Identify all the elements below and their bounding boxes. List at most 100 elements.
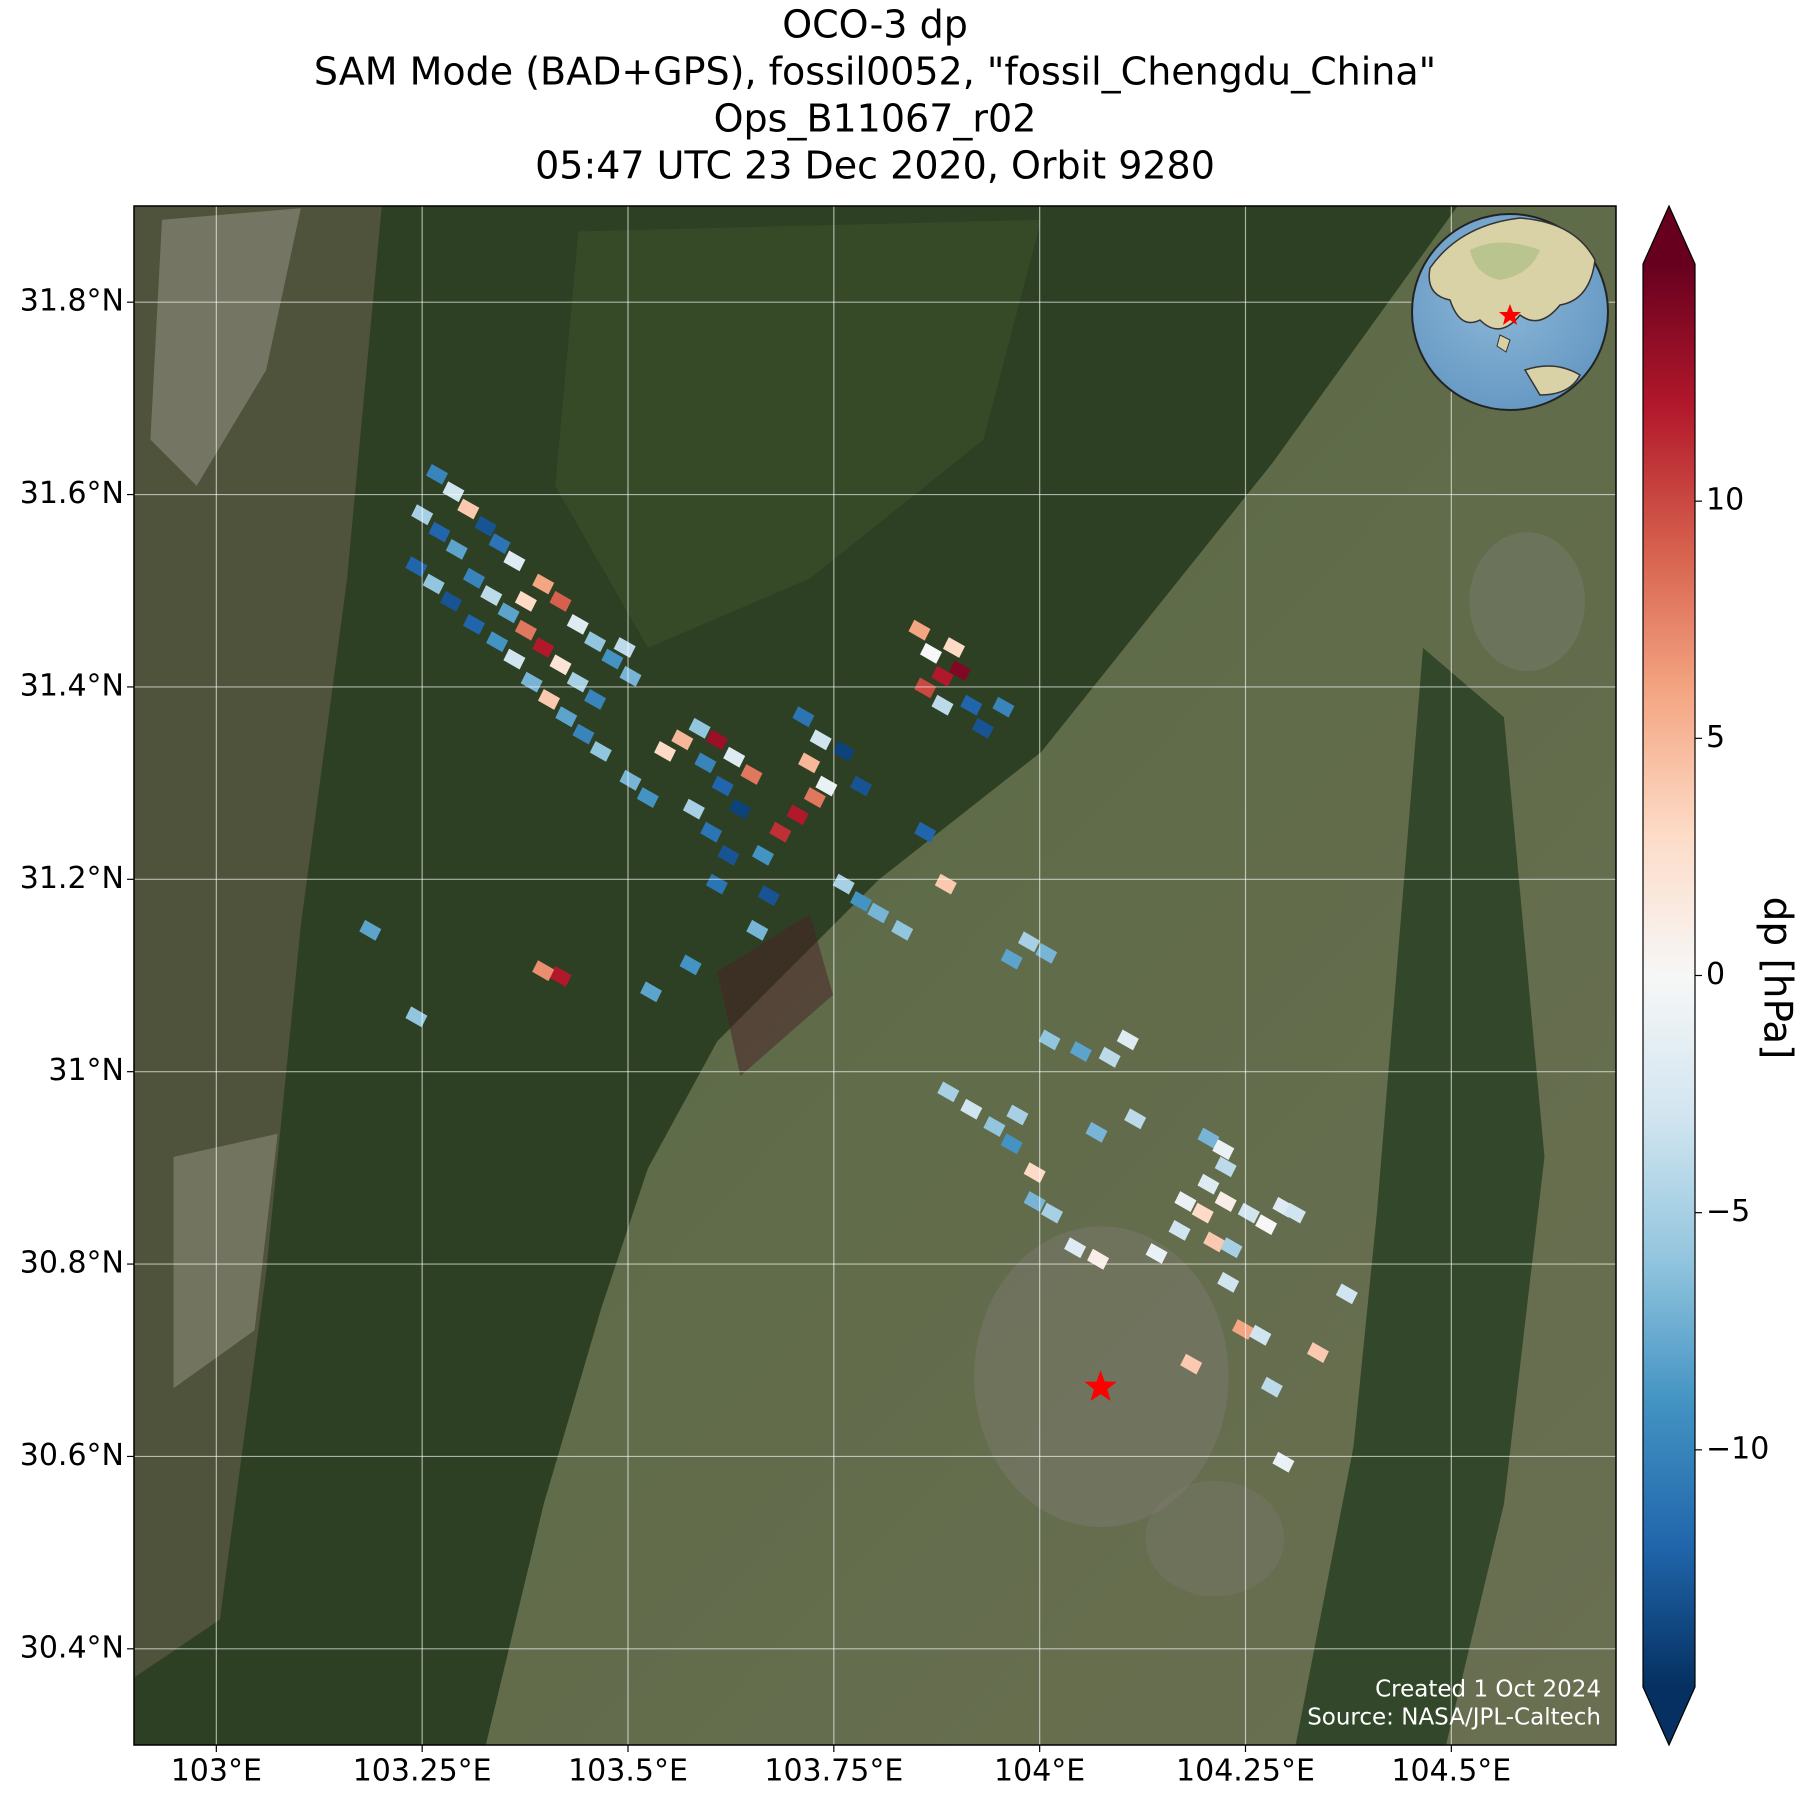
sounding	[809, 729, 832, 751]
sounding	[705, 729, 728, 751]
sounding	[850, 891, 872, 912]
sounding	[943, 637, 965, 658]
colorbar-tick-label: 10	[1706, 483, 1744, 518]
sounding	[589, 741, 612, 762]
sounding	[1197, 1127, 1220, 1149]
sounding	[729, 798, 751, 820]
sounding	[1085, 1121, 1108, 1143]
sounding	[786, 804, 809, 826]
sounding	[1203, 1231, 1226, 1253]
sounding	[1180, 1353, 1203, 1375]
y-tick-label: 31°N	[48, 1053, 124, 1088]
y-tick-label: 31.8°N	[20, 284, 124, 319]
sounding	[960, 694, 983, 716]
x-tick-label: 104.5°E	[1391, 1754, 1511, 1789]
sounding	[757, 885, 780, 907]
sounding	[463, 614, 485, 635]
sounding	[1038, 1029, 1061, 1051]
sounding	[549, 654, 572, 676]
sounding	[682, 798, 705, 820]
sounding	[983, 1116, 1006, 1137]
sounding	[428, 521, 451, 543]
sounding	[1098, 1046, 1121, 1068]
sounding	[636, 787, 659, 808]
sounding	[752, 844, 774, 866]
sounding	[850, 775, 872, 797]
plot-frame	[133, 205, 1617, 1746]
colorbar-tick-label: −5	[1706, 1194, 1750, 1229]
sounding	[613, 637, 636, 658]
sounding	[532, 960, 555, 982]
sounding	[832, 741, 855, 762]
sounding	[497, 602, 520, 624]
sounding	[1006, 1104, 1029, 1126]
sounding	[908, 619, 931, 641]
chart-subtitle: Ops_B11067_r02	[714, 97, 1037, 141]
sounding	[1214, 1156, 1237, 1178]
sounding	[584, 689, 607, 710]
y-tick-label: 31.6°N	[20, 476, 124, 511]
sounding	[1145, 1243, 1168, 1264]
sounding	[1214, 1191, 1237, 1212]
sounding	[426, 464, 448, 485]
sounding	[538, 689, 560, 710]
sounding	[532, 637, 555, 658]
sounding	[1220, 1237, 1243, 1259]
x-tick-label: 103.75°E	[764, 1754, 903, 1789]
colorbar-extend-max	[1643, 206, 1695, 264]
sounding	[486, 631, 509, 653]
colorbar-tick-label: 5	[1706, 720, 1725, 755]
overlay-layer	[1084, 213, 1609, 1401]
sounding	[1000, 948, 1023, 970]
sounding	[442, 481, 465, 503]
x-tick-label: 103.25°E	[353, 1754, 492, 1789]
sounding	[422, 573, 445, 595]
sounding	[711, 775, 734, 797]
sounding	[803, 787, 826, 808]
sounding	[746, 919, 769, 941]
basemap	[134, 206, 1616, 1745]
sounding	[1212, 1139, 1235, 1160]
chart-title: OCO-3 dp	[782, 3, 968, 47]
sounding	[1191, 1202, 1214, 1224]
sounding	[572, 723, 595, 745]
sounding	[671, 729, 694, 751]
sounding	[640, 981, 662, 1003]
sounding	[1249, 1324, 1272, 1346]
sounding	[1018, 931, 1040, 953]
sounding	[723, 746, 746, 768]
sounding	[740, 764, 763, 785]
annotation: Source: NASA/JPL-Caltech	[1307, 1705, 1601, 1731]
sounding	[1174, 1191, 1197, 1212]
sounding	[1283, 1202, 1306, 1224]
sounding	[694, 752, 717, 774]
sounding	[1064, 1237, 1087, 1259]
sounding	[359, 919, 382, 941]
x-tick-label: 104°E	[994, 1754, 1085, 1789]
x-tick-label: 103.5°E	[568, 1754, 688, 1789]
y-tick-label: 30.8°N	[20, 1246, 124, 1281]
sounding	[654, 741, 676, 762]
sounding	[914, 677, 937, 699]
sounding	[931, 665, 954, 687]
sounding	[549, 590, 572, 612]
chart-subtitle: SAM Mode (BAD+GPS), fossil0052, "fossil_…	[314, 50, 1436, 94]
colorbar-tick-label: −10	[1706, 1431, 1769, 1466]
colorbar	[1642, 204, 1696, 1747]
x-tick-label: 103°E	[171, 1754, 262, 1789]
sounding	[815, 775, 838, 797]
sounding	[440, 590, 462, 612]
sounding	[688, 717, 711, 739]
sounding	[566, 614, 589, 635]
sounding	[503, 550, 526, 572]
sounding	[1232, 1319, 1254, 1340]
sounding	[503, 648, 526, 670]
colorbar-tick-label: 0	[1706, 957, 1725, 992]
sounding	[679, 954, 702, 976]
colorbar-body	[1643, 264, 1695, 1687]
sounding	[445, 539, 468, 560]
sounding	[619, 769, 642, 791]
y-tick-label: 30.4°N	[20, 1630, 124, 1665]
